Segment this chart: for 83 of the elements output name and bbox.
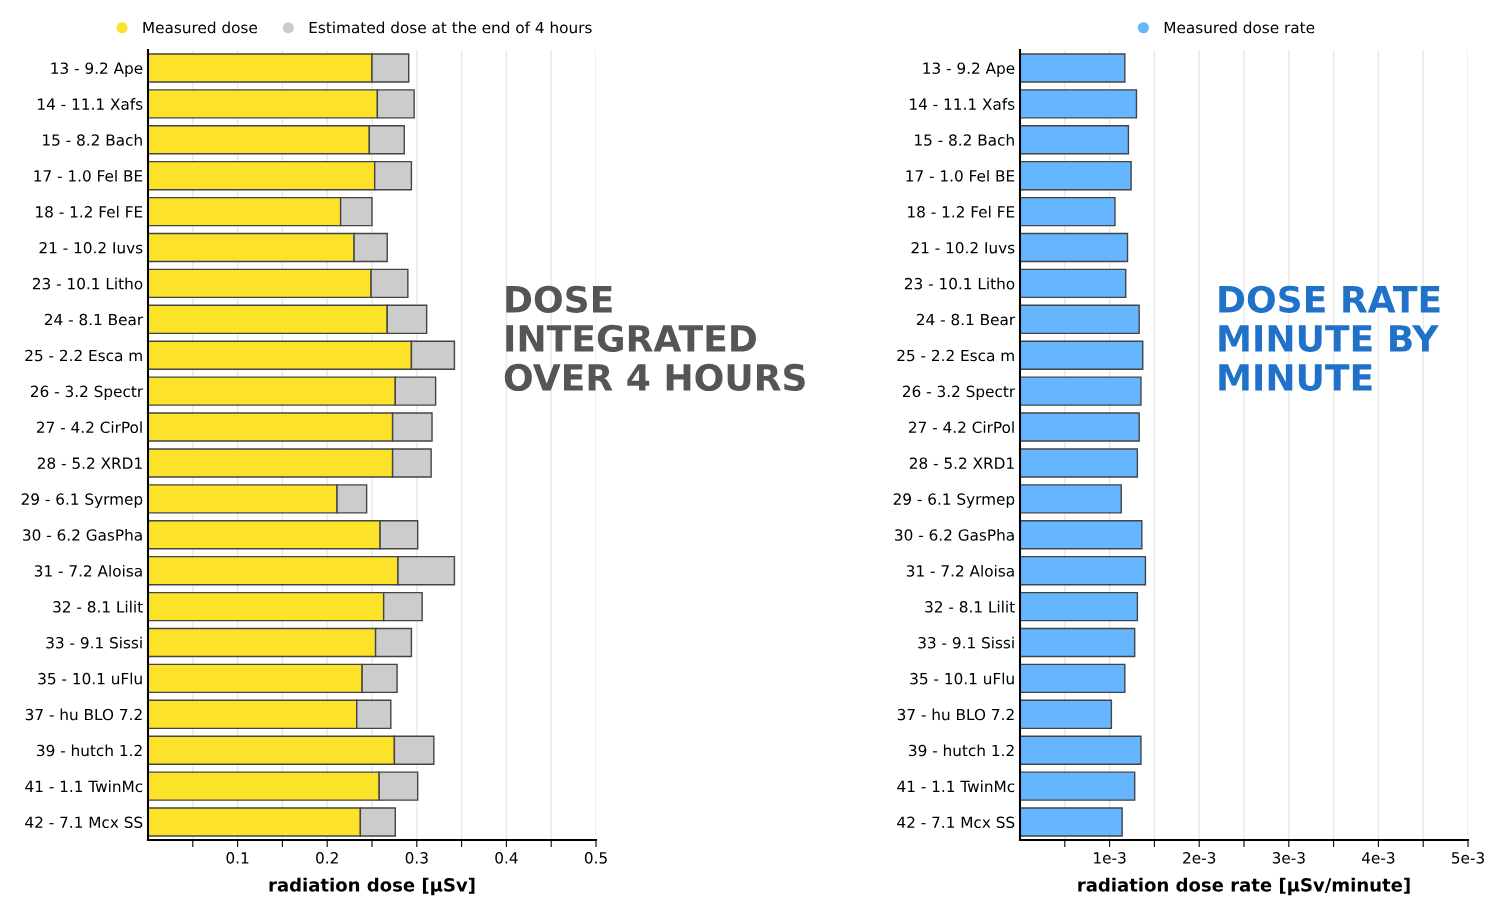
y-tick-label: 42 - 7.1 Mcx SS	[897, 816, 1015, 829]
y-tick-label: 31 - 7.2 Aloisa	[906, 564, 1014, 577]
x-tick-label: 4e-3	[1361, 852, 1395, 864]
y-tick-label: 28 - 5.2 XRD1	[909, 457, 1014, 469]
x-tick-label: 2e-3	[1183, 852, 1216, 864]
y-tick-label: 30 - 6.2 GasPha	[23, 528, 142, 541]
x-tick-label: 0.4	[495, 852, 518, 864]
y-tick-label: 17 - 1.0 Fel BE	[34, 169, 143, 182]
y-tick-label: 39 - hutch 1.2	[37, 744, 142, 757]
y-tick-label: 13 - 9.2 Ape	[51, 62, 143, 77]
y-tick-label: 27 - 4.2 CirPol	[37, 421, 142, 434]
y-tick-label: 31 - 7.2 Aloisa	[34, 564, 142, 577]
y-tick-label: 35 - 10.1 uFlu	[38, 672, 142, 685]
x-tick-label: 0.3	[405, 852, 428, 864]
legend-label: Measured dose rate	[1164, 21, 1315, 34]
y-tick-label: 37 - hu BLO 7.2	[25, 708, 142, 721]
bar	[1020, 125, 1130, 155]
y-tick-label: 29 - 6.1 Syrmep	[21, 493, 143, 508]
y-tick-label: 18 - 1.2 Fel FE	[908, 205, 1015, 218]
y-tick-label: 42 - 7.1 Mcx SS	[25, 816, 143, 829]
y-tick-label: 39 - hutch 1.2	[909, 744, 1014, 757]
y-tick-label: 21 - 10.2 Iuvs	[911, 241, 1015, 254]
y-tick-label: 15 - 8.2 Bach	[915, 133, 1014, 146]
y-tick-label: 28 - 5.2 XRD1	[37, 457, 142, 469]
y-tick-label: 15 - 8.2 Bach	[43, 133, 142, 146]
y-tick-label: 23 - 10.1 Litho	[904, 277, 1015, 290]
bar	[1020, 376, 1142, 406]
y-tick-label: 21 - 10.2 Iuvs	[39, 241, 143, 254]
y-tick-label: 41 - 1.1 TwinMc	[25, 780, 143, 793]
y-tick-label: 29 - 6.1 Syrmep	[893, 493, 1015, 508]
x-axis-title: radiation dose [µSv]	[269, 877, 475, 896]
annotation: DOSE INTEGRATED OVER 4 HOURS	[504, 285, 805, 392]
y-tick-label: 24 - 8.1 Bear	[916, 313, 1016, 326]
x-tick-label: 5e-3	[1452, 852, 1484, 864]
legend-label: Estimated dose at the end of 4 hours	[309, 21, 592, 34]
y-tick-label: 24 - 8.1 Bear	[44, 313, 144, 326]
y-tick-label: 37 - hu BLO 7.2	[897, 708, 1014, 721]
y-tick-label: 35 - 10.1 uFlu	[910, 672, 1014, 685]
y-tick-label: 27 - 4.2 CirPol	[909, 421, 1014, 434]
x-tick-label: 3e-3	[1272, 852, 1305, 864]
bar	[1020, 448, 1139, 478]
y-tick-label: 18 - 1.2 Fel FE	[36, 205, 143, 218]
y-tick-label: 23 - 10.1 Litho	[32, 277, 143, 290]
y-tick-label: 32 - 8.1 Lilit	[53, 600, 143, 613]
bar	[1020, 663, 1126, 694]
x-axis-title: radiation dose rate [µSv/minute]	[1078, 877, 1410, 896]
y-tick-label: 32 - 8.1 Lilit	[925, 600, 1015, 613]
annotation: DOSE RATE MINUTE BY MINUTE	[1219, 285, 1440, 392]
y-tick-label: 30 - 6.2 GasPha	[895, 528, 1014, 541]
bar	[1020, 771, 1136, 801]
x-tick-label: 0.1	[226, 852, 249, 864]
bar	[1020, 591, 1139, 622]
y-tick-label: 14 - 11.1 Xafs	[38, 98, 143, 110]
y-tick-label: 13 - 9.2 Ape	[923, 62, 1015, 77]
bar	[1020, 412, 1140, 442]
x-tick-label: 0.2	[316, 852, 338, 864]
bar	[1020, 807, 1123, 837]
y-tick-label: 26 - 3.2 Spectr	[30, 385, 144, 401]
bar	[1020, 304, 1140, 335]
bar	[1020, 520, 1143, 550]
bar	[1020, 53, 1126, 83]
bar	[1020, 340, 1144, 370]
bar	[1020, 160, 1132, 191]
bar	[1020, 196, 1116, 227]
bar	[1020, 627, 1136, 658]
legend-label: Measured dose	[143, 21, 257, 34]
y-tick-label: 25 - 2.2 Esca m	[25, 349, 142, 362]
y-tick-label: 41 - 1.1 TwinMc	[897, 780, 1015, 793]
y-tick-label: 33 - 9.1 Sissi	[918, 636, 1014, 649]
y-tick-label: 14 - 11.1 Xafs	[910, 98, 1015, 110]
y-tick-label: 25 - 2.2 Esca m	[897, 349, 1014, 362]
bar	[1020, 699, 1113, 730]
y-tick-label: 26 - 3.2 Spectr	[902, 385, 1016, 401]
bar	[1020, 735, 1142, 765]
bar	[1020, 555, 1147, 586]
x-tick-label: 1e-3	[1094, 852, 1126, 864]
y-tick-label: 17 - 1.0 Fel BE	[906, 169, 1015, 182]
bar	[1020, 89, 1138, 119]
bar	[1020, 232, 1129, 263]
x-tick-label: 0.5	[584, 852, 607, 864]
bar	[1020, 268, 1127, 299]
y-tick-label: 33 - 9.1 Sissi	[46, 636, 142, 649]
bar	[1020, 484, 1122, 514]
